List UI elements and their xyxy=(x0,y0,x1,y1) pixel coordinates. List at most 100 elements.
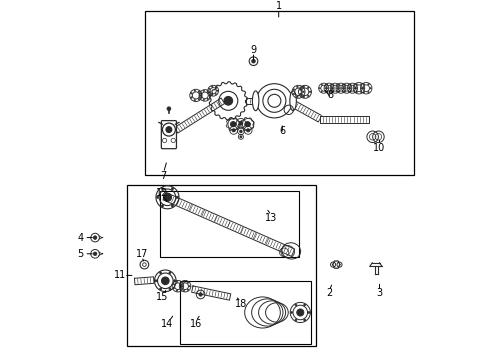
Circle shape xyxy=(251,59,255,63)
Circle shape xyxy=(216,90,218,91)
Bar xyxy=(145,11,413,175)
Circle shape xyxy=(332,87,333,89)
Circle shape xyxy=(360,91,361,93)
Circle shape xyxy=(318,87,320,89)
Text: 14: 14 xyxy=(161,319,173,329)
Circle shape xyxy=(246,129,249,132)
Circle shape xyxy=(355,91,357,93)
Text: 8: 8 xyxy=(327,90,333,100)
Circle shape xyxy=(330,84,331,85)
Circle shape xyxy=(245,122,250,126)
Circle shape xyxy=(194,90,195,91)
Circle shape xyxy=(206,98,208,100)
Circle shape xyxy=(173,280,175,282)
Circle shape xyxy=(363,84,364,85)
Circle shape xyxy=(344,84,345,85)
Circle shape xyxy=(211,94,212,96)
Circle shape xyxy=(355,87,356,89)
Circle shape xyxy=(294,319,296,321)
Text: 16: 16 xyxy=(189,319,202,329)
Circle shape xyxy=(347,91,348,92)
Circle shape xyxy=(324,87,325,89)
Circle shape xyxy=(353,87,354,89)
Polygon shape xyxy=(134,277,154,285)
Circle shape xyxy=(200,96,201,98)
Circle shape xyxy=(353,84,354,85)
Polygon shape xyxy=(245,98,253,104)
Circle shape xyxy=(190,93,192,94)
Circle shape xyxy=(171,188,173,190)
Ellipse shape xyxy=(252,91,258,111)
Circle shape xyxy=(330,91,331,92)
Text: 1: 1 xyxy=(275,1,281,12)
Circle shape xyxy=(215,87,216,88)
Circle shape xyxy=(332,84,333,85)
Circle shape xyxy=(224,96,232,105)
Text: 6: 6 xyxy=(279,126,285,136)
Circle shape xyxy=(161,188,163,190)
Bar xyxy=(127,185,316,346)
Circle shape xyxy=(299,93,301,95)
Circle shape xyxy=(187,282,188,283)
Circle shape xyxy=(199,293,202,296)
Circle shape xyxy=(336,84,337,85)
Polygon shape xyxy=(163,193,294,256)
Circle shape xyxy=(171,205,173,207)
Circle shape xyxy=(208,95,210,96)
Polygon shape xyxy=(320,116,368,123)
Circle shape xyxy=(302,91,304,93)
Circle shape xyxy=(303,319,305,321)
Circle shape xyxy=(303,96,304,98)
Ellipse shape xyxy=(256,84,292,118)
Circle shape xyxy=(231,122,236,126)
Circle shape xyxy=(369,87,371,89)
Circle shape xyxy=(244,122,249,127)
Circle shape xyxy=(307,311,309,314)
Circle shape xyxy=(240,136,242,138)
Circle shape xyxy=(168,272,171,274)
Circle shape xyxy=(308,91,310,93)
Circle shape xyxy=(344,91,345,92)
Circle shape xyxy=(338,91,339,92)
Text: 2: 2 xyxy=(325,288,331,298)
Circle shape xyxy=(347,87,348,89)
Circle shape xyxy=(200,95,201,96)
Circle shape xyxy=(342,87,343,89)
Circle shape xyxy=(188,285,190,287)
Circle shape xyxy=(173,283,174,285)
Text: 18: 18 xyxy=(234,299,246,309)
Circle shape xyxy=(176,290,177,291)
Circle shape xyxy=(208,92,210,93)
Polygon shape xyxy=(174,98,224,133)
Text: 11: 11 xyxy=(114,270,126,280)
Circle shape xyxy=(338,84,339,85)
Circle shape xyxy=(93,252,97,256)
Circle shape xyxy=(306,87,308,89)
FancyBboxPatch shape xyxy=(161,121,176,149)
Circle shape xyxy=(347,84,348,85)
Circle shape xyxy=(330,87,331,89)
Circle shape xyxy=(349,87,351,89)
Circle shape xyxy=(166,127,171,132)
Circle shape xyxy=(211,86,212,87)
Circle shape xyxy=(161,205,163,207)
Circle shape xyxy=(332,91,333,92)
Text: 5: 5 xyxy=(78,249,83,259)
Circle shape xyxy=(198,98,199,100)
Circle shape xyxy=(159,288,162,290)
Circle shape xyxy=(176,281,177,283)
Circle shape xyxy=(342,84,343,85)
Circle shape xyxy=(303,304,305,306)
Circle shape xyxy=(159,272,162,274)
Circle shape xyxy=(336,87,337,89)
Circle shape xyxy=(292,89,294,90)
Circle shape xyxy=(321,84,322,85)
Circle shape xyxy=(168,288,171,290)
Circle shape xyxy=(326,91,327,92)
Polygon shape xyxy=(292,101,321,122)
Circle shape xyxy=(300,87,302,89)
Circle shape xyxy=(200,93,201,94)
Circle shape xyxy=(326,84,327,85)
Polygon shape xyxy=(191,286,230,300)
Circle shape xyxy=(344,87,345,89)
